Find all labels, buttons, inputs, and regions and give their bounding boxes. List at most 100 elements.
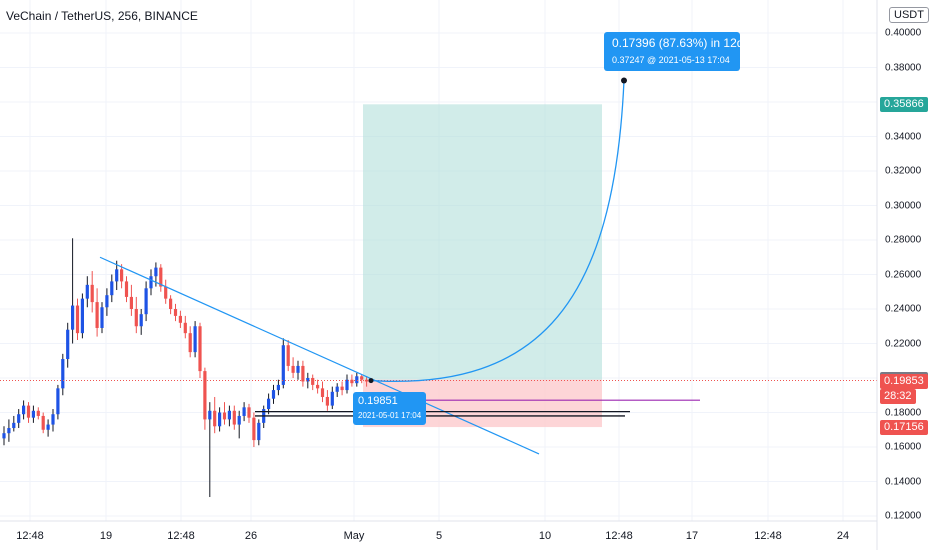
candle [134,296,138,334]
candle-body [193,326,197,353]
candle-body [198,326,202,372]
candle-body [159,267,163,287]
candle-body [222,412,227,420]
candle-body [100,307,104,328]
candle-body [330,391,334,406]
candle-body [237,415,241,425]
candle [183,315,187,339]
candle-body [105,295,109,308]
candle-body [56,388,60,415]
candle-body [144,288,148,315]
candle-body [51,414,55,425]
candle [262,405,266,429]
candle [129,284,133,316]
candle-body [149,276,153,289]
candle [164,279,168,304]
price-tick-label: 0.18000 [885,407,922,418]
price-tag: 0.17156 [880,419,928,435]
currency-button[interactable]: USDT [889,7,929,23]
candle-body [61,359,65,389]
candle-body [178,315,182,323]
candle [41,412,45,434]
candle [139,309,143,335]
projection-end-dot [621,77,627,84]
time-tick-label: 19 [99,530,113,542]
chart-title: VeChain / TetherUS, 256, BINANCE [6,9,198,23]
candle-body [242,407,246,416]
candle [149,269,153,296]
candle [267,393,271,415]
price-tick-label: 0.32000 [885,165,922,177]
candle [232,405,236,430]
candle [110,274,114,303]
candle-body [139,314,143,327]
candle-body [320,388,325,397]
entry-callout-date: 2021-05-01 17:04 [358,411,422,420]
candle-body [335,386,339,392]
candle [26,402,31,423]
candle [252,412,256,447]
candle-body [203,371,207,420]
candle-body [257,422,261,441]
candle-body [26,405,31,418]
candle [227,405,231,427]
price-tag: 0.19853 [880,374,928,390]
candle [325,390,329,411]
candle-body [7,428,11,434]
candle-body [124,281,129,297]
candle-body [267,398,271,410]
candle [242,402,246,422]
time-tick-label: 12:48 [754,530,782,542]
price-tick-label: 0.28000 [885,234,922,246]
candle [75,298,80,341]
position-zones [363,104,602,428]
candle [311,374,315,391]
candle-body [183,322,187,334]
candle-body [252,417,256,441]
candle-body [31,410,35,418]
candle-body [340,386,344,391]
target-callout-change: 0.17396 (87.63%) in 12d [612,36,744,50]
candle [105,288,109,316]
candle-body [213,410,217,427]
target-callout-price-date: 0.37247 @ 2021-05-13 17:04 [612,55,730,65]
target-zone [363,104,602,380]
drawings[interactable] [0,77,877,455]
candle-body [188,333,192,353]
candle [355,372,359,387]
price-tick-label: 0.12000 [885,510,922,522]
candle [286,340,290,372]
candle [169,295,173,315]
candle-body [120,269,124,282]
candle [178,310,182,328]
price-tick-label: 0.30000 [885,200,922,211]
candle-body [218,412,222,427]
candle [345,374,349,394]
candle [291,357,295,378]
candle [85,276,89,308]
candle-body [286,345,290,366]
candle [316,379,320,394]
candle-body [247,407,251,418]
candle-body [296,365,300,373]
projection-start-dot [368,378,374,384]
price-tag: 0.35866 [880,96,928,112]
candle-body [345,379,349,391]
candle [90,271,94,313]
candle-body [90,284,94,303]
grid [0,0,877,521]
candle [257,419,261,446]
candle-body [281,345,285,385]
candle [36,407,40,420]
candle [71,238,75,344]
time-tick-label: 5 [435,530,443,542]
candle [124,276,129,303]
time-tick-label: 17 [685,530,699,542]
candle-body [2,433,6,439]
candle [80,293,84,339]
time-tick-label: 26 [244,530,258,542]
candle [208,402,212,498]
candle-body [316,384,320,389]
candle [330,386,334,410]
